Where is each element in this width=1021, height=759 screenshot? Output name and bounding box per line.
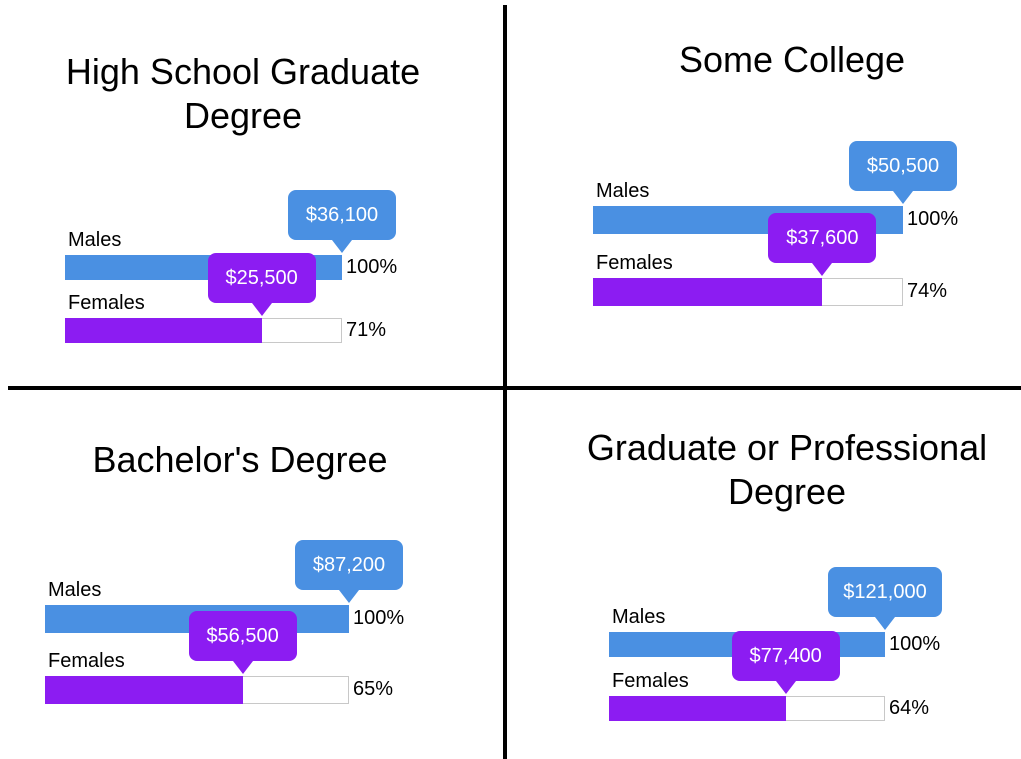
value-callout: $36,100	[288, 190, 396, 240]
value-callout: $50,500	[849, 141, 957, 191]
value-callout: $56,500	[188, 611, 297, 661]
share-label: 100%	[346, 255, 398, 278]
share-label: 65%	[353, 678, 394, 700]
category-label: Males	[68, 229, 122, 251]
category-label: Males	[612, 606, 666, 628]
callout-tip	[251, 303, 272, 316]
share-label: 100%	[907, 208, 959, 230]
bar	[45, 676, 243, 704]
bar	[65, 318, 262, 343]
value-callout: $37,600	[768, 213, 877, 263]
share-label: 100%	[889, 632, 941, 655]
bar	[609, 696, 786, 721]
callout-tip	[875, 617, 895, 630]
value-callout: $25,500	[207, 253, 316, 303]
share-label: 71%	[346, 318, 387, 341]
category-label: Females	[612, 670, 689, 692]
callout-tip	[232, 661, 253, 674]
callout-tip	[775, 681, 796, 694]
value-callout: $77,400	[731, 631, 840, 681]
category-label: Females	[596, 252, 673, 274]
share-label: 64%	[889, 696, 930, 719]
panel-title: Bachelor's Degree	[92, 439, 388, 480]
category-label: Males	[48, 579, 102, 601]
category-label: Males	[596, 180, 650, 202]
share-label: 100%	[353, 607, 405, 629]
vertical-divider	[503, 5, 507, 759]
panel-title: Some College	[678, 39, 906, 80]
share-label: 74%	[907, 280, 948, 302]
category-label: Females	[68, 292, 145, 314]
category-label: Females	[48, 650, 125, 672]
panel-title: High School Graduate Degree	[65, 51, 421, 136]
callout-tip	[332, 240, 352, 253]
value-callout: $87,200	[295, 540, 403, 590]
horizontal-divider	[8, 386, 1021, 390]
callout-tip	[812, 263, 833, 276]
callout-tip	[893, 191, 913, 204]
bar	[593, 278, 823, 306]
panel-title: Graduate or Professional Degree	[586, 427, 988, 512]
value-callout: $121,000	[828, 567, 942, 617]
callout-tip	[339, 590, 359, 603]
